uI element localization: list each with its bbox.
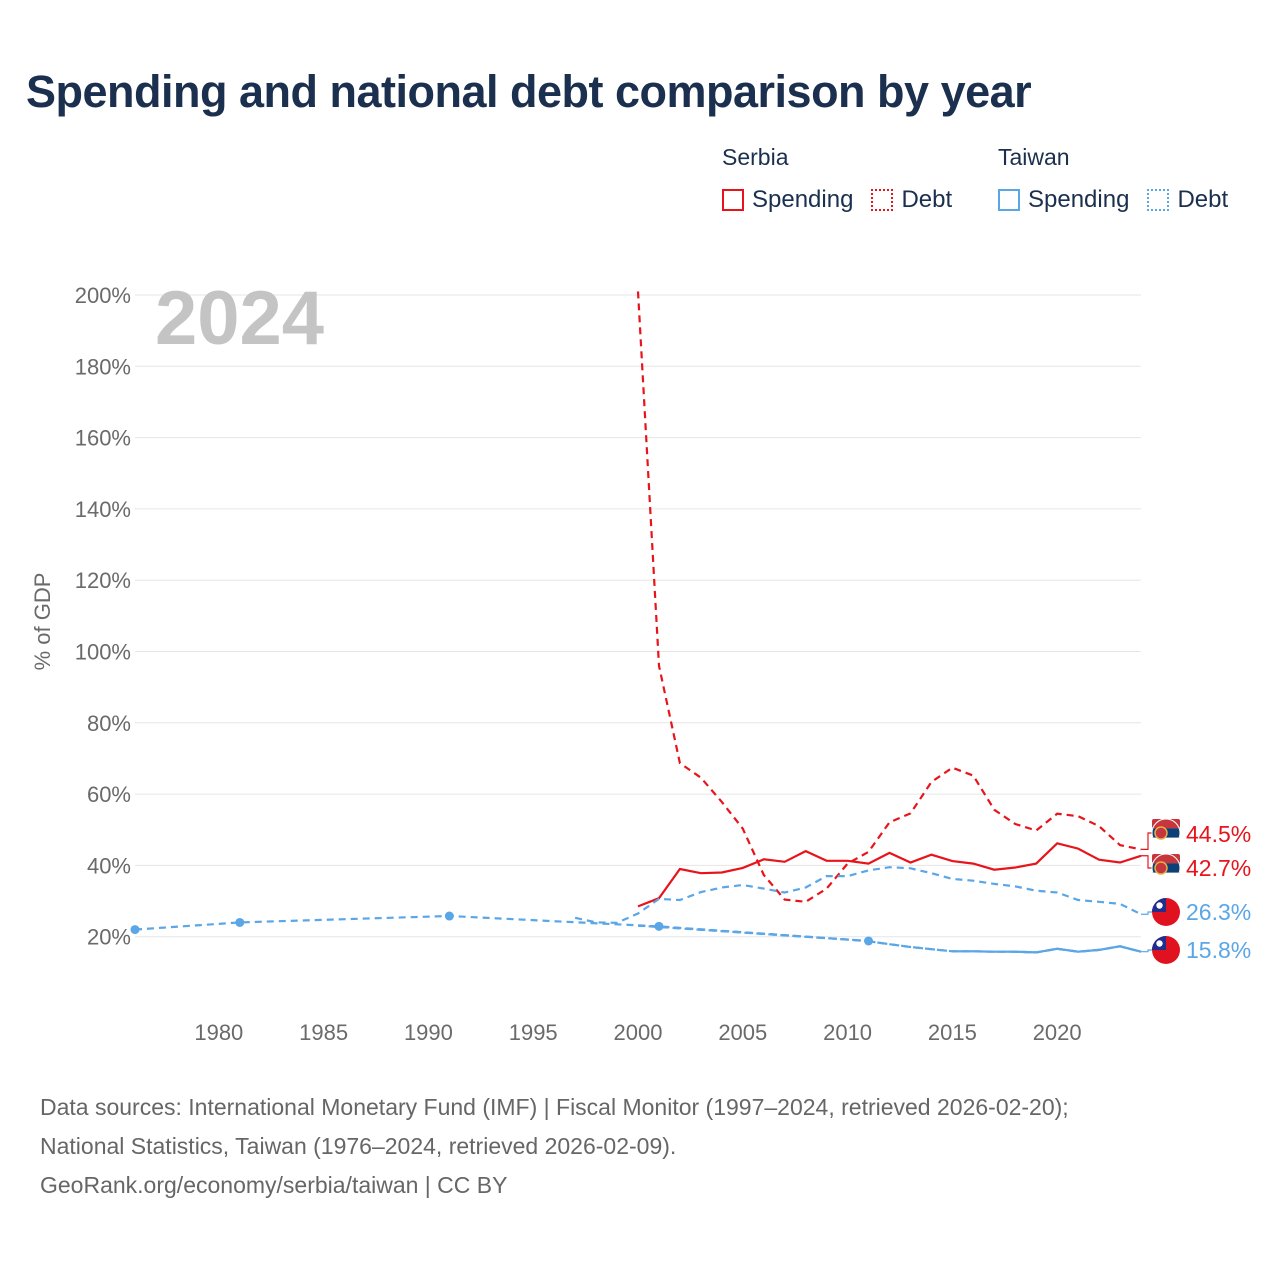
legend-group-name: Serbia (722, 144, 789, 170)
x-tick-label: 1995 (509, 1020, 558, 1045)
series-line (952, 945, 1142, 954)
legend-item-serbia-debt[interactable]: Debt (871, 186, 952, 214)
taiwan-flag-icon (1152, 936, 1180, 964)
data-point (444, 911, 454, 921)
y-tick-label: 60% (87, 782, 131, 807)
y-axis-label: % of GDP (30, 573, 55, 671)
end-value-label: 15.8% (1186, 937, 1251, 963)
series-line (134, 914, 869, 943)
x-tick-label: 1990 (404, 1020, 453, 1045)
y-tick-label: 100% (75, 640, 131, 665)
flag-emblem (1154, 861, 1168, 875)
x-tick-label: 2000 (614, 1020, 663, 1045)
flag-sun (1156, 940, 1163, 947)
footer-source-line: National Statistics, Taiwan (1976–2024, … (40, 1133, 677, 1159)
legend-swatch-dotted-icon (871, 189, 894, 211)
y-tick-label: 180% (75, 354, 131, 379)
y-tick-label: 80% (87, 711, 131, 736)
legend-item-taiwan-spending[interactable]: Spending (998, 186, 1129, 214)
footer-credit-line: GeoRank.org/economy/serbia/taiwan | CC B… (40, 1172, 508, 1198)
legend-swatch-solid-icon (998, 189, 1020, 211)
connector-line (1141, 855, 1152, 869)
x-tick-label: 2005 (718, 1020, 767, 1045)
data-point (864, 936, 874, 946)
y-tick-label: 120% (75, 568, 131, 593)
x-tick-label: 1985 (299, 1020, 348, 1045)
chart-plot: 20% 40% 60% 80% 100% 120% 140% 160% 180% 200% 1980… (30, 276, 1251, 1045)
series-serbia-spending (637, 842, 1142, 908)
serbia-flag-icon (1151, 818, 1181, 848)
series-taiwan-debt (574, 866, 1142, 924)
series-line (637, 924, 1142, 954)
legend-group-taiwan: Taiwan Spending Debt (998, 144, 1246, 214)
taiwan-flag-icon (1152, 898, 1180, 926)
series-serbia-debt (636, 291, 1142, 903)
flag-border (1151, 853, 1181, 883)
series-line (637, 842, 1142, 908)
end-value-label: 26.3% (1186, 899, 1251, 925)
legend-label: Debt (901, 186, 953, 213)
end-value-label: 44.5% (1186, 821, 1251, 847)
chart-title: Spending and national debt comparison by… (26, 66, 1032, 117)
legend-label: Debt (1177, 186, 1229, 213)
y-tick-label: 140% (75, 497, 131, 522)
serbia-flag-icon (1151, 853, 1181, 883)
series-line (574, 866, 1142, 924)
legend-swatch-solid-icon (722, 189, 744, 211)
legend-group-name: Taiwan (998, 144, 1070, 170)
y-tick-label: 200% (75, 283, 131, 308)
legend-label: Spending (752, 186, 854, 213)
footer-source-line: Data sources: International Monetary Fun… (40, 1094, 1069, 1120)
series-line (636, 291, 1142, 903)
x-tick-label: 2015 (928, 1020, 977, 1045)
legend-swatch-dotted-icon (1147, 189, 1170, 211)
legend-label: Spending (1028, 186, 1130, 213)
series-taiwan-spending (130, 911, 1142, 954)
legend-group-serbia: Serbia Spending Debt (722, 144, 970, 214)
y-tick-label: 160% (75, 426, 131, 451)
connector-line (1141, 832, 1152, 850)
flag-emblem (1154, 826, 1168, 840)
year-label: 2024 (155, 276, 324, 361)
flag-sun (1156, 902, 1163, 909)
y-tick-label: 40% (87, 853, 131, 878)
x-tick-label: 1980 (194, 1020, 243, 1045)
y-tick-label: 20% (87, 925, 131, 950)
connector-line (1141, 911, 1152, 915)
data-point (654, 921, 664, 931)
end-value-label: 42.7% (1186, 855, 1251, 881)
x-tick-label: 2010 (823, 1020, 872, 1045)
legend-item-taiwan-debt[interactable]: Debt (1147, 186, 1228, 214)
connector-line (1141, 949, 1152, 953)
x-tick-label: 2020 (1033, 1020, 1082, 1045)
flag-border (1151, 818, 1181, 848)
footer: Data sources: International Monetary Fun… (40, 1088, 1069, 1205)
legend-item-serbia-spending[interactable]: Spending (722, 186, 853, 214)
data-point (235, 917, 245, 927)
data-point (130, 925, 140, 935)
